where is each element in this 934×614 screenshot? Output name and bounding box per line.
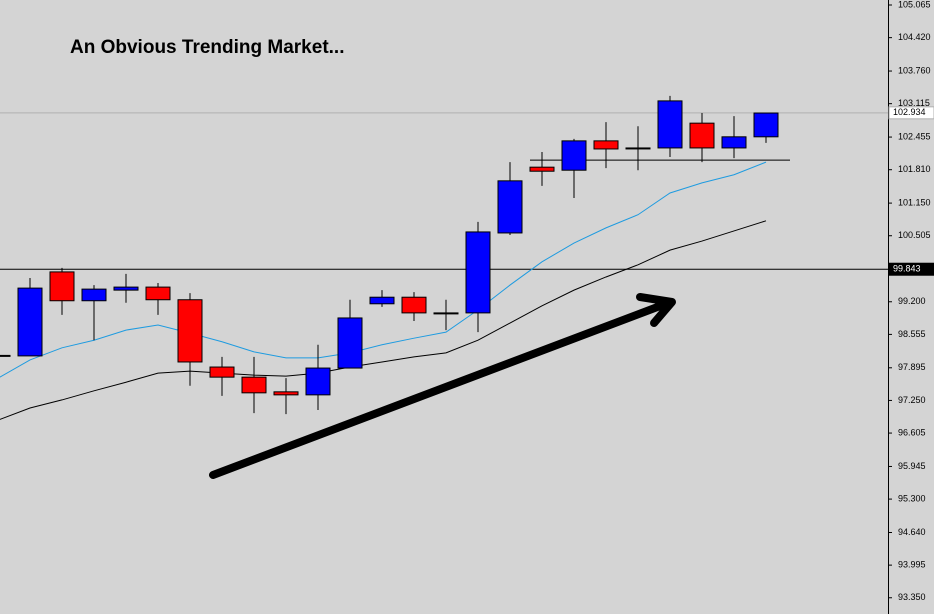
- candle-body: [113, 286, 139, 291]
- candle-body: [593, 140, 619, 150]
- candle-body: [497, 180, 523, 234]
- y-tick-label: 105.065: [898, 0, 931, 9]
- candle-body: [529, 166, 555, 172]
- y-tick-label: 100.505: [898, 230, 931, 240]
- candle-body: [81, 288, 107, 302]
- candle-body: [49, 271, 75, 302]
- candle-body: [401, 296, 427, 314]
- y-tick-label: 97.895: [898, 362, 926, 372]
- candle-body: [177, 299, 203, 363]
- y-tick-label: 98.555: [898, 329, 926, 339]
- y-tick-label: 95.945: [898, 461, 926, 471]
- moving-average: [0, 220, 767, 420]
- price-tag-label: 102.934: [893, 107, 926, 117]
- y-tick-label: 103.115: [898, 98, 930, 108]
- price-tag-label: 99.843: [893, 264, 921, 274]
- price-tag: [888, 262, 934, 276]
- y-tick-label: 104.420: [898, 32, 931, 42]
- price-tag: [888, 106, 934, 120]
- y-tick-label: 101.150: [898, 197, 931, 207]
- candle-body: [657, 100, 683, 149]
- candle-body: [721, 136, 747, 149]
- y-tick-label: 102.455: [898, 131, 931, 141]
- candle-body: [369, 296, 395, 305]
- y-tick-label: 93.350: [898, 592, 926, 602]
- candle-body: [561, 140, 587, 171]
- y-tick-label: 101.810: [898, 164, 931, 174]
- y-tick-label: 96.605: [898, 427, 926, 437]
- candle-body: [433, 312, 459, 315]
- candle-body: [753, 112, 779, 138]
- candle-body: [17, 287, 43, 357]
- trend-arrow: [209, 293, 676, 479]
- candle-body: [145, 286, 171, 301]
- moving-average: [0, 161, 767, 378]
- candle-body: [625, 147, 651, 150]
- candle-body: [241, 376, 267, 394]
- candle-body: [305, 367, 331, 396]
- candle-body: [337, 317, 363, 369]
- y-tick-label: 93.995: [898, 559, 926, 569]
- candle-body: [465, 231, 491, 314]
- y-tick-label: 99.200: [898, 296, 926, 306]
- candle-body: [209, 366, 235, 378]
- chart-title: An Obvious Trending Market...: [70, 37, 344, 58]
- y-tick-label: 94.640: [898, 527, 926, 537]
- candle-body: [0, 354, 11, 357]
- y-tick-label: 95.300: [898, 493, 926, 503]
- candle-body: [689, 122, 715, 149]
- candle-body: [273, 391, 299, 396]
- y-tick-label: 103.760: [898, 65, 931, 75]
- y-tick-label: 97.250: [898, 395, 926, 405]
